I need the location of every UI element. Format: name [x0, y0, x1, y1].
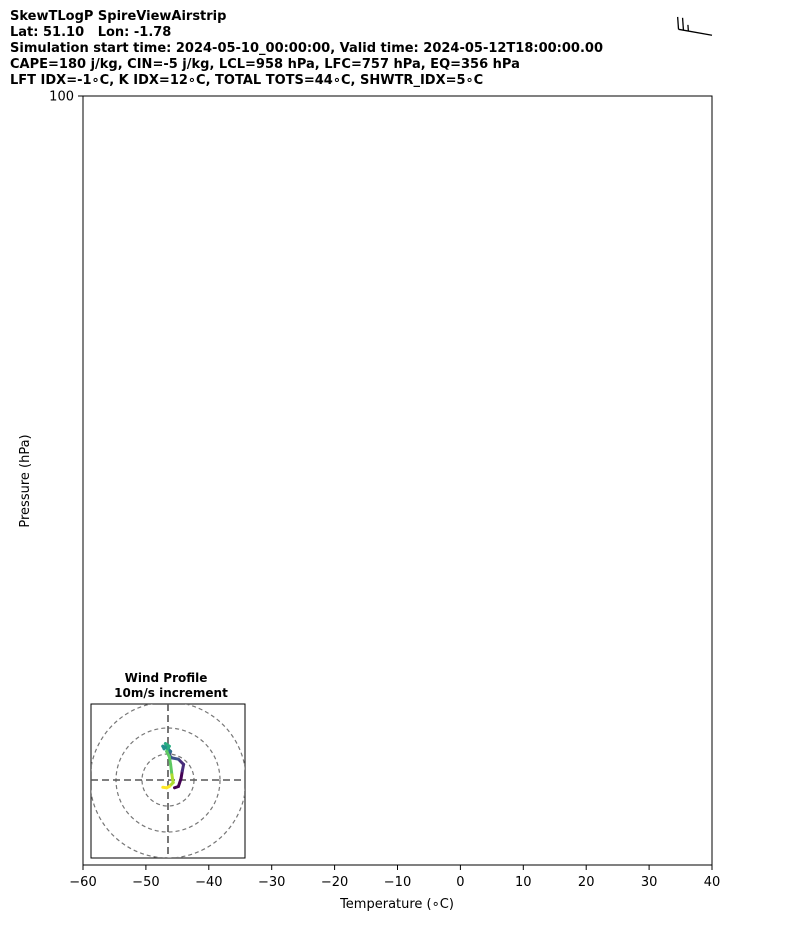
indices-line-2: LFT IDX=-1∘C, K IDX=12∘C, TOTAL TOTS=44∘…	[10, 73, 484, 88]
barb-flag	[676, 16, 680, 30]
isotherm-line	[0, 0, 39, 113]
x-tick-label: −30	[258, 875, 285, 890]
location-line: Lat: 51.10 Lon: -1.78	[10, 25, 172, 40]
y-axis-label: Pressure (hPa)	[18, 434, 33, 527]
hodograph-title: Wind Profile	[125, 671, 208, 685]
x-tick-label: −50	[132, 875, 159, 890]
x-tick-label: 0	[456, 875, 464, 890]
profile-lines	[0, 0, 580, 96]
hodograph-segment	[169, 762, 174, 777]
hodograph-segment	[161, 785, 169, 790]
indices-line-1: CAPE=180 j/kg, CIN=-5 j/kg, LCL=958 hPa,…	[10, 57, 520, 72]
parcel-path-line	[0, 0, 580, 96]
y-tick-label: 100	[49, 90, 74, 105]
dewpoint-line	[0, 0, 559, 96]
chart-header: SkewTLogP SpireViewAirstrip Lat: 51.10 Lo…	[10, 9, 603, 89]
x-axis-label: Temperature (∘C)	[339, 897, 454, 912]
axes: −60−50−40−30−20−100102030401002003004005…	[49, 90, 721, 891]
x-tick-label: 40	[704, 875, 721, 890]
cape-cin-shading	[0, 0, 439, 96]
x-tick-label: 30	[641, 875, 658, 890]
hodograph-plot	[91, 704, 245, 858]
wind-barb	[676, 16, 713, 36]
wind-barbs	[676, 16, 713, 36]
x-tick-label: −10	[384, 875, 411, 890]
hodograph-inset: Wind Profile 10m/s increment	[90, 671, 246, 859]
x-tick-label: −40	[195, 875, 222, 890]
temperature-line	[0, 0, 580, 96]
barb-staff	[678, 28, 713, 36]
hodograph-subtitle: 10m/s increment	[114, 686, 228, 700]
barb-flag	[681, 17, 685, 31]
chart-title: SkewTLogP SpireViewAirstrip	[10, 9, 227, 24]
time-line: Simulation start time: 2024-05-10_00:00:…	[10, 41, 603, 56]
x-tick-label: 10	[515, 875, 532, 890]
x-tick-label: 20	[578, 875, 595, 890]
x-tick-label: −60	[69, 875, 96, 890]
x-tick-label: −20	[321, 875, 348, 890]
